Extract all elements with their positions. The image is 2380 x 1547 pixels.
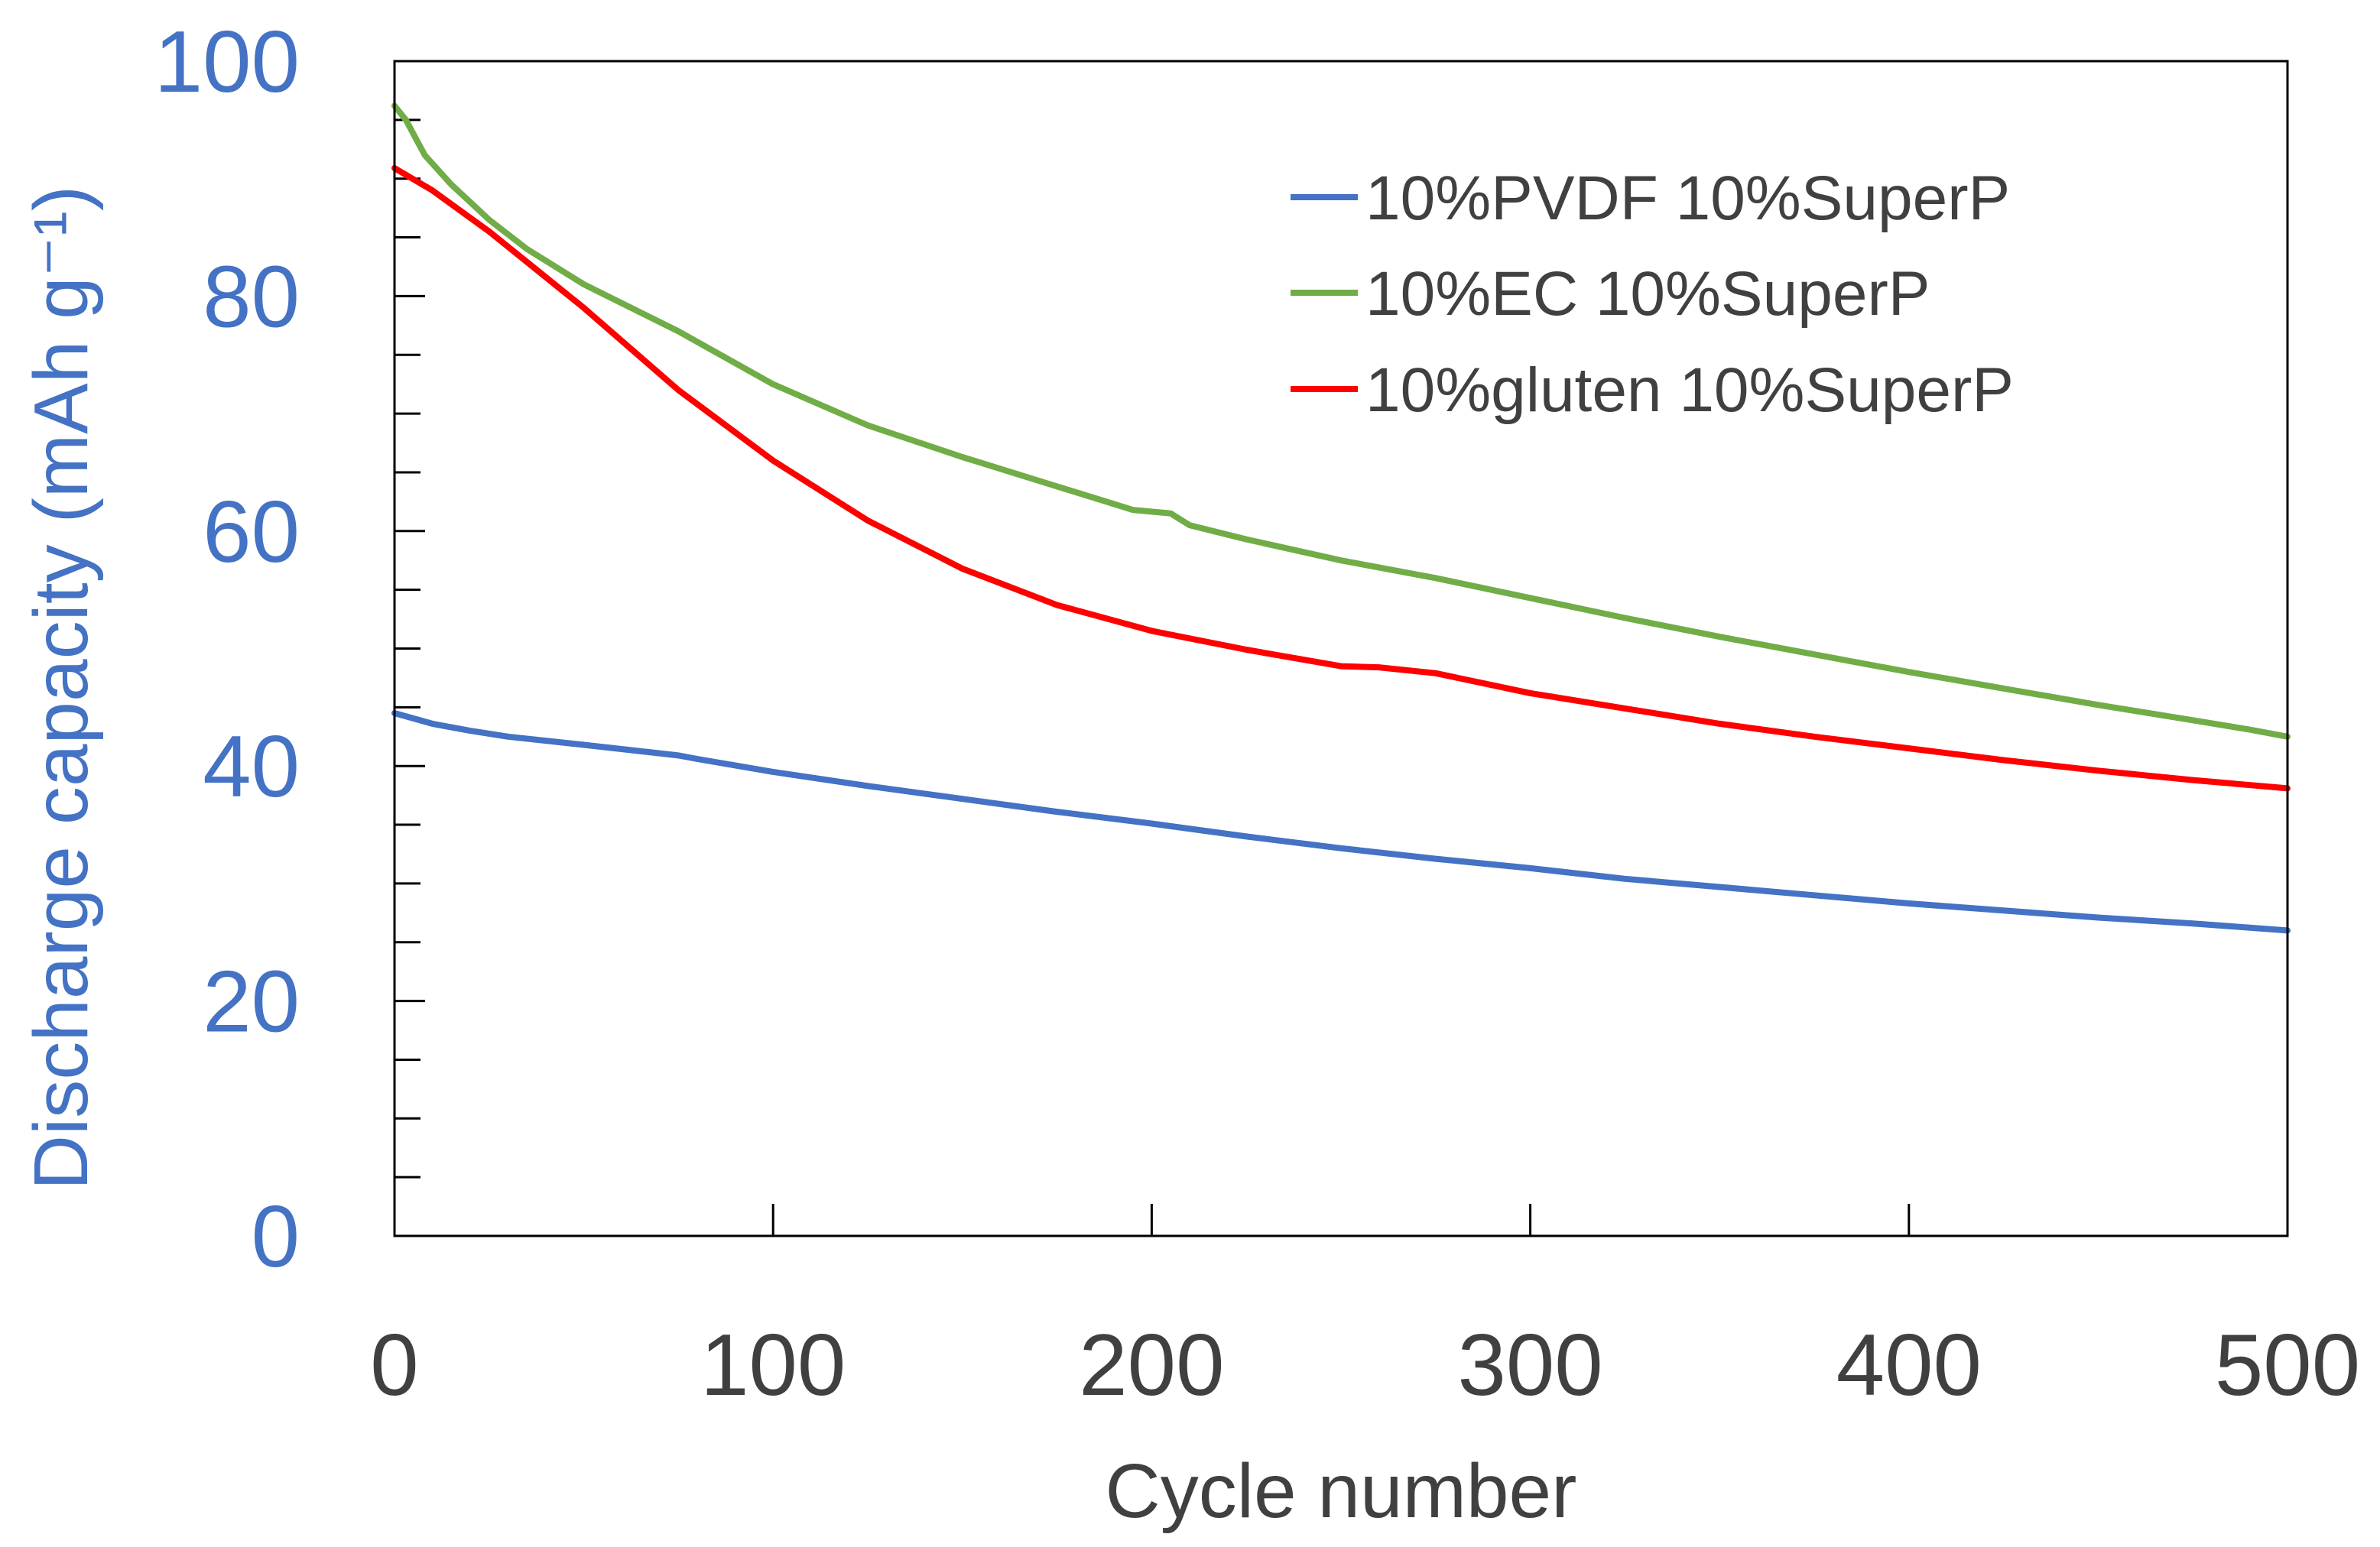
y-tick-label: 20 <box>203 954 300 1051</box>
x-tick-label: 300 <box>1457 1317 1602 1414</box>
x-tick-label: 200 <box>1079 1317 1224 1414</box>
legend: 10%PVDF 10%SuperP 10%EC 10%SuperP 10%glute… <box>1291 164 2014 425</box>
series-line-1 <box>391 710 2291 934</box>
y-tick-label: 60 <box>203 484 300 581</box>
x-tick-label: 100 <box>700 1317 846 1414</box>
x-tick-label: 0 <box>370 1317 418 1414</box>
legend-label: 10%EC 10%SuperP <box>1365 259 1930 329</box>
y-axis-label: Discharge capacity (mAh g⁻¹) <box>18 186 104 1190</box>
x-axis-label: Cycle number <box>1106 1448 1577 1534</box>
x-tick-labels: 0 100 200 300 400 500 <box>370 1317 2360 1414</box>
legend-label: 10%gluten 10%SuperP <box>1365 355 2014 425</box>
y-tick-label: 80 <box>203 248 300 345</box>
legend-label: 10%PVDF 10%SuperP <box>1365 164 2010 233</box>
series-layer <box>391 102 2291 934</box>
y-tick-label: 40 <box>203 718 300 816</box>
y-tick-label: 0 <box>252 1189 300 1286</box>
y-tick-labels: 0 20 40 60 80 100 <box>154 14 300 1286</box>
x-tick-label: 500 <box>2215 1317 2360 1414</box>
x-tick-label: 400 <box>1836 1317 1982 1414</box>
series-line-3 <box>391 164 2291 792</box>
y-tick-label: 100 <box>154 14 300 111</box>
series-line-2 <box>391 102 2291 740</box>
plot-frame <box>393 60 2289 1237</box>
